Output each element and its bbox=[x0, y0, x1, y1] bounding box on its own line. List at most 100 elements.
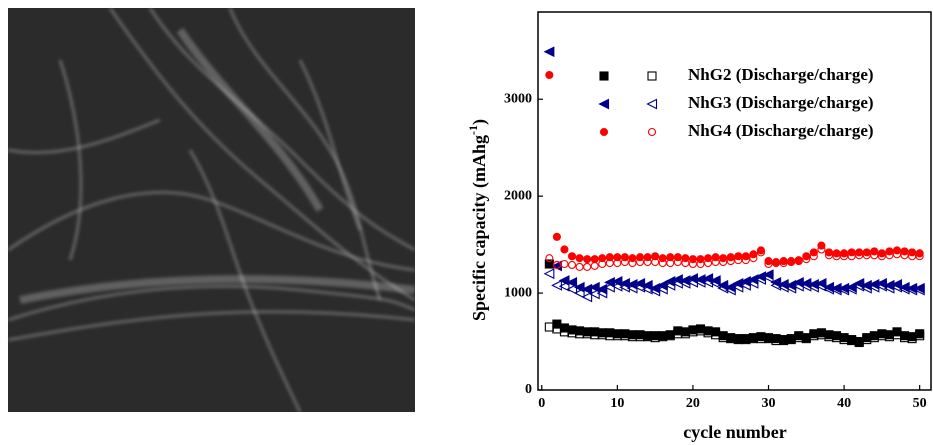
sheet-texture bbox=[7, 7, 416, 413]
data-point bbox=[679, 275, 691, 286]
data-point bbox=[544, 322, 554, 332]
data-point bbox=[590, 327, 600, 337]
data-point bbox=[717, 279, 729, 291]
data-point bbox=[891, 278, 903, 290]
data-point bbox=[794, 331, 804, 341]
data-point bbox=[862, 333, 872, 343]
data-point bbox=[545, 70, 554, 80]
legend-marker bbox=[598, 98, 610, 110]
data-point bbox=[915, 329, 925, 339]
data-point bbox=[664, 276, 676, 287]
data-point bbox=[650, 331, 660, 341]
data-point bbox=[588, 281, 600, 293]
data-point bbox=[853, 277, 865, 289]
data-point bbox=[733, 334, 743, 344]
data-point bbox=[779, 257, 788, 266]
data-point bbox=[711, 253, 720, 262]
data-point bbox=[688, 325, 698, 335]
data-point bbox=[839, 333, 849, 343]
data-point bbox=[656, 279, 668, 291]
data-point bbox=[734, 252, 743, 261]
data-point bbox=[567, 260, 577, 270]
data-point bbox=[573, 281, 585, 293]
data-point bbox=[581, 283, 593, 295]
data-point bbox=[673, 253, 682, 262]
x-tick-label: 30 bbox=[762, 396, 776, 411]
data-point bbox=[634, 277, 646, 289]
data-point bbox=[560, 259, 569, 269]
data-point bbox=[545, 254, 554, 263]
data-point bbox=[907, 332, 917, 342]
data-point bbox=[635, 253, 645, 262]
data-point bbox=[763, 333, 774, 343]
data-point bbox=[809, 248, 818, 257]
y-tick-label: 0 bbox=[525, 382, 532, 397]
data-point bbox=[543, 46, 555, 58]
data-point bbox=[590, 255, 599, 264]
data-point bbox=[869, 331, 879, 341]
data-point bbox=[785, 279, 797, 291]
data-point bbox=[703, 254, 713, 263]
data-point bbox=[770, 277, 782, 288]
data-point bbox=[870, 247, 879, 256]
data-point bbox=[847, 248, 856, 257]
data-point bbox=[543, 268, 555, 280]
data-point bbox=[703, 326, 713, 336]
y-tick-label: 2000 bbox=[504, 188, 532, 203]
data-point bbox=[597, 328, 607, 338]
y-axis-label: Specific capacity (mAhg-1) bbox=[466, 119, 490, 321]
data-point bbox=[680, 327, 690, 337]
data-point bbox=[566, 283, 578, 295]
data-point bbox=[741, 252, 750, 261]
data-point bbox=[552, 232, 561, 241]
data-point bbox=[598, 254, 607, 263]
data-point bbox=[809, 329, 819, 339]
data-point bbox=[845, 281, 857, 293]
data-point bbox=[741, 334, 751, 344]
data-point bbox=[596, 283, 608, 295]
data-point bbox=[649, 282, 661, 294]
data-point bbox=[831, 331, 842, 341]
data-point bbox=[824, 248, 834, 257]
data-point bbox=[787, 257, 796, 266]
data-point bbox=[740, 276, 751, 287]
data-point bbox=[817, 241, 826, 250]
data-point bbox=[559, 323, 570, 333]
data-point bbox=[573, 287, 585, 299]
data-point bbox=[658, 254, 667, 263]
data-point bbox=[613, 253, 622, 262]
plot-frame bbox=[537, 11, 932, 391]
data-point bbox=[794, 256, 803, 265]
data-point bbox=[702, 273, 714, 284]
data-point bbox=[628, 254, 637, 263]
x-tick-label: 50 bbox=[913, 396, 927, 411]
data-point bbox=[854, 336, 864, 347]
data-point bbox=[558, 280, 570, 292]
x-tick-label: 40 bbox=[837, 396, 851, 411]
x-tick-label: 20 bbox=[686, 396, 700, 411]
legend-label: NhG4 (Discharge/charge) bbox=[688, 121, 874, 140]
data-point bbox=[612, 329, 622, 339]
micrograph bbox=[7, 7, 416, 413]
data-point bbox=[666, 253, 675, 262]
data-point bbox=[771, 334, 781, 344]
data-point bbox=[581, 291, 593, 303]
data-point bbox=[575, 254, 584, 263]
data-point bbox=[673, 326, 683, 336]
data-point bbox=[651, 252, 660, 261]
data-point bbox=[552, 319, 562, 329]
data-point bbox=[552, 260, 561, 270]
data-point bbox=[815, 277, 827, 289]
data-point bbox=[876, 277, 887, 289]
data-point bbox=[620, 329, 630, 339]
legend-marker bbox=[647, 127, 657, 137]
x-axis-label: cycle number bbox=[683, 422, 786, 442]
data-point bbox=[681, 254, 690, 263]
data-point bbox=[892, 327, 902, 337]
data-point bbox=[567, 325, 577, 335]
legend-label: NhG2 (Discharge/charge) bbox=[688, 65, 874, 84]
legend-label: NhG3 (Discharge/charge) bbox=[688, 93, 874, 112]
data-point bbox=[756, 246, 766, 255]
data-point bbox=[900, 247, 909, 256]
